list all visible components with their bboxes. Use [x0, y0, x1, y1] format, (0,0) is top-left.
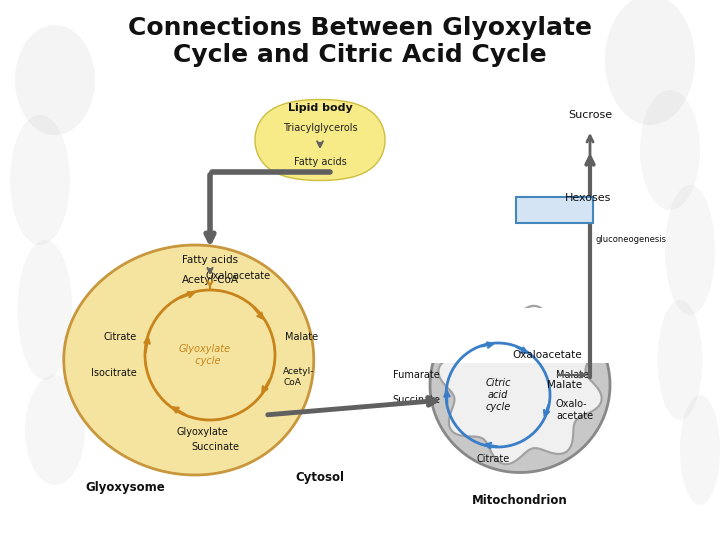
Polygon shape: [255, 99, 385, 180]
Ellipse shape: [15, 25, 95, 135]
Text: Oxaloacetate: Oxaloacetate: [513, 350, 582, 360]
Text: Oxalo-
acetate: Oxalo- acetate: [556, 399, 593, 421]
Text: Succinate: Succinate: [392, 395, 440, 405]
Text: Malate: Malate: [285, 332, 318, 342]
Ellipse shape: [640, 90, 700, 210]
Text: Isocitrate: Isocitrate: [91, 368, 137, 378]
Ellipse shape: [680, 395, 720, 505]
Ellipse shape: [10, 115, 70, 245]
Ellipse shape: [657, 300, 703, 420]
Text: Sucrose: Sucrose: [568, 110, 612, 120]
Ellipse shape: [665, 185, 715, 315]
Text: Glyoxylate: Glyoxylate: [176, 427, 228, 437]
Text: Fumarate: Fumarate: [393, 370, 440, 380]
Text: Citric
acid
cycle: Citric acid cycle: [485, 379, 510, 411]
Polygon shape: [425, 293, 615, 353]
Polygon shape: [430, 298, 610, 472]
Text: gluconeogenesis: gluconeogenesis: [595, 235, 666, 245]
Ellipse shape: [17, 240, 73, 380]
Text: Cytosol: Cytosol: [295, 471, 344, 484]
Text: Glyoxylate
  cycle: Glyoxylate cycle: [179, 344, 231, 366]
Text: Lipid body: Lipid body: [287, 103, 352, 113]
Text: Cycle and Citric Acid Cycle: Cycle and Citric Acid Cycle: [174, 43, 546, 67]
Text: Citrate: Citrate: [477, 454, 510, 464]
Ellipse shape: [605, 0, 695, 125]
Text: Malate: Malate: [556, 370, 589, 380]
Polygon shape: [430, 307, 610, 362]
Text: Fatty acids: Fatty acids: [294, 157, 346, 167]
Text: Connections Between Glyoxylate: Connections Between Glyoxylate: [128, 16, 592, 40]
Text: Succinate: Succinate: [191, 442, 239, 452]
Text: Acetyl-CoA: Acetyl-CoA: [181, 275, 238, 285]
Text: Hexoses: Hexoses: [564, 193, 611, 203]
Polygon shape: [438, 306, 602, 464]
Ellipse shape: [25, 375, 85, 485]
Text: Malate: Malate: [547, 380, 582, 390]
Text: Acetyl-
CoA: Acetyl- CoA: [283, 367, 315, 387]
Text: Glyoxysome: Glyoxysome: [85, 482, 165, 495]
Text: Oxaloacetate: Oxaloacetate: [205, 271, 271, 281]
Text: Citrate: Citrate: [104, 332, 137, 342]
FancyBboxPatch shape: [516, 197, 593, 223]
Polygon shape: [64, 245, 314, 475]
Text: Triacylglycerols: Triacylglycerols: [283, 123, 357, 133]
Text: Fatty acids: Fatty acids: [182, 255, 238, 265]
Text: Mitochondrion: Mitochondrion: [472, 494, 568, 507]
